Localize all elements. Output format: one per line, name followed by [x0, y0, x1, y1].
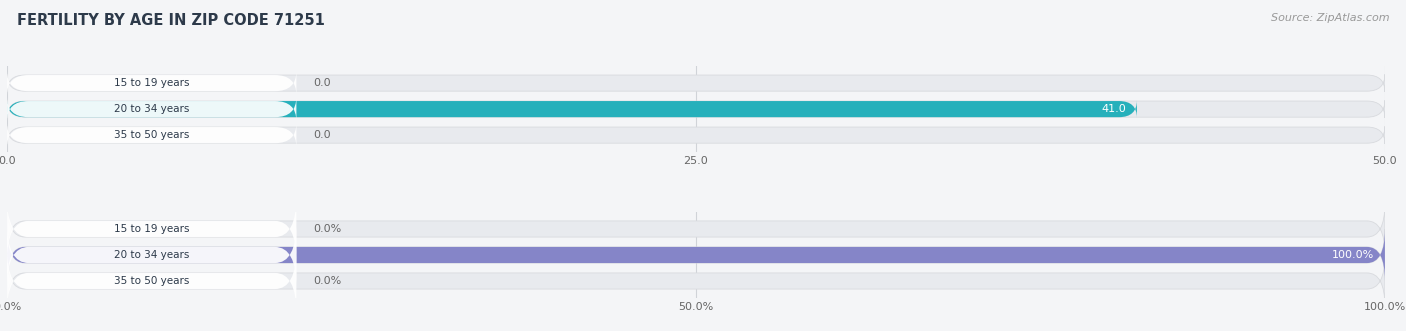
FancyBboxPatch shape	[7, 203, 1385, 255]
Text: 0.0: 0.0	[314, 130, 330, 140]
Text: 35 to 50 years: 35 to 50 years	[114, 130, 190, 140]
Text: 20 to 34 years: 20 to 34 years	[114, 104, 190, 114]
FancyBboxPatch shape	[7, 100, 1137, 118]
FancyBboxPatch shape	[7, 97, 297, 121]
Text: 0.0%: 0.0%	[314, 224, 342, 234]
FancyBboxPatch shape	[7, 123, 297, 147]
FancyBboxPatch shape	[7, 229, 1385, 281]
FancyBboxPatch shape	[7, 126, 1385, 144]
FancyBboxPatch shape	[7, 249, 297, 313]
FancyBboxPatch shape	[7, 74, 1385, 92]
FancyBboxPatch shape	[7, 222, 297, 288]
Text: Source: ZipAtlas.com: Source: ZipAtlas.com	[1271, 13, 1389, 23]
Text: 15 to 19 years: 15 to 19 years	[114, 78, 190, 88]
FancyBboxPatch shape	[7, 229, 1385, 281]
FancyBboxPatch shape	[7, 100, 1385, 118]
FancyBboxPatch shape	[7, 255, 1385, 307]
Text: FERTILITY BY AGE IN ZIP CODE 71251: FERTILITY BY AGE IN ZIP CODE 71251	[17, 13, 325, 28]
Text: 0.0%: 0.0%	[314, 276, 342, 286]
FancyBboxPatch shape	[7, 71, 297, 95]
Text: 20 to 34 years: 20 to 34 years	[114, 250, 190, 260]
Text: 35 to 50 years: 35 to 50 years	[114, 276, 190, 286]
FancyBboxPatch shape	[7, 197, 297, 261]
Text: 15 to 19 years: 15 to 19 years	[114, 224, 190, 234]
Text: 0.0: 0.0	[314, 78, 330, 88]
Text: 100.0%: 100.0%	[1331, 250, 1374, 260]
Text: 41.0: 41.0	[1101, 104, 1126, 114]
